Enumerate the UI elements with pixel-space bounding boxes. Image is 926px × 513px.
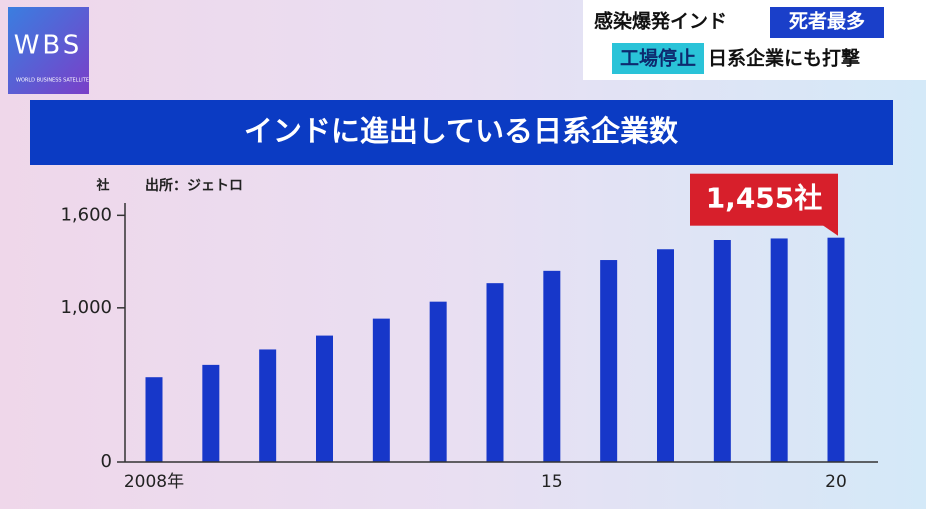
logo-caption: WORLD BUSINESS SATELLITE — [16, 78, 89, 84]
x-tick-label: 15 — [541, 472, 563, 492]
callout-box — [690, 173, 838, 226]
bar — [316, 335, 333, 462]
header-tag — [770, 7, 884, 38]
header-line1: 感染爆発インド — [594, 10, 727, 33]
y-tick-label: 1,000 — [60, 297, 112, 318]
bar — [713, 240, 731, 462]
value-label: 1,455社 — [706, 182, 823, 215]
bar — [543, 270, 561, 462]
bar — [372, 318, 390, 462]
bar — [259, 349, 277, 462]
x-tick-label: 20 — [825, 472, 847, 492]
bar — [145, 377, 163, 462]
bar — [600, 260, 618, 462]
logo-box — [8, 7, 89, 94]
bar — [202, 364, 220, 462]
header-line2: 日系企業にも打撃 — [708, 47, 860, 70]
x-tick-label: 2008年 — [124, 472, 184, 492]
logo-letters: WBS — [14, 31, 83, 61]
bar — [770, 238, 788, 462]
bar — [657, 249, 674, 462]
header-tag — [612, 43, 704, 74]
header-tag-text: 工場停止 — [620, 47, 696, 70]
bar — [827, 237, 845, 462]
callout-pointer — [822, 224, 838, 236]
bar — [429, 301, 447, 462]
y-unit: 社 — [95, 178, 109, 194]
header-tag-text: 死者最多 — [789, 10, 865, 33]
bar — [486, 283, 504, 462]
source: 出所：ジェトロ — [145, 177, 243, 194]
y-tick-label: 1,600 — [60, 204, 112, 225]
y-tick-label: 0 — [101, 451, 112, 472]
title-bar — [30, 100, 893, 165]
chart-title: インドに進出している日系企業数 — [244, 114, 679, 148]
